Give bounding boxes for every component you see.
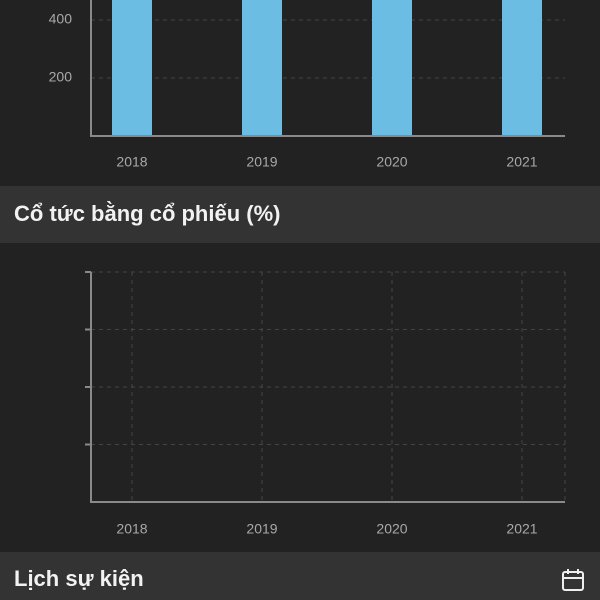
bar — [112, 0, 152, 136]
x-tick-label: 2018 — [116, 154, 147, 170]
y-tick-label: 400 — [49, 11, 73, 27]
x-tick-label: 2019 — [246, 521, 277, 537]
bar — [242, 0, 282, 136]
calendar-icon[interactable] — [562, 569, 584, 591]
bar — [502, 0, 542, 136]
x-tick-label: 2020 — [376, 521, 407, 537]
chart-top: 200 400 2018 2019 2020 2021 — [49, 0, 565, 170]
section-title: Cổ tức bằng cổ phiếu (%) — [14, 201, 280, 226]
x-tick-label: 2018 — [116, 521, 147, 537]
x-tick-label: 2020 — [376, 154, 407, 170]
section-header — [0, 186, 600, 243]
x-tick-label: 2021 — [506, 154, 537, 170]
y-tick-label: 200 — [49, 69, 73, 85]
chart-bottom: 2018 2019 2020 2021 — [85, 271, 566, 537]
section-title: Lịch sự kiện — [14, 566, 144, 591]
x-tick-label: 2019 — [246, 154, 277, 170]
section-header — [0, 552, 600, 600]
bar — [372, 0, 412, 136]
x-tick-label: 2021 — [506, 521, 537, 537]
